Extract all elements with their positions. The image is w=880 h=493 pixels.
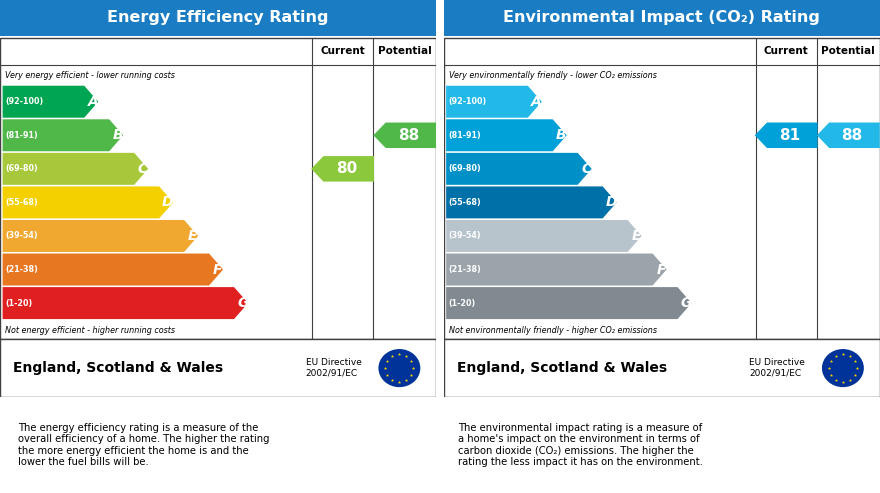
Text: D: D: [162, 195, 173, 210]
Polygon shape: [817, 123, 880, 148]
Text: (92-100): (92-100): [449, 97, 487, 106]
Text: Potential: Potential: [378, 46, 432, 56]
Polygon shape: [3, 86, 99, 118]
Polygon shape: [446, 86, 542, 118]
Bar: [444, 0, 880, 35]
Text: Energy Efficiency Rating: Energy Efficiency Rating: [107, 10, 329, 25]
Polygon shape: [3, 119, 123, 151]
Text: Very energy efficient - lower running costs: Very energy efficient - lower running co…: [5, 71, 175, 80]
Bar: [0, 339, 436, 397]
Text: Not environmentally friendly - higher CO₂ emissions: Not environmentally friendly - higher CO…: [449, 326, 656, 335]
Text: Current: Current: [320, 46, 365, 56]
Polygon shape: [446, 287, 692, 319]
Bar: [444, 339, 880, 397]
Text: (81-91): (81-91): [5, 131, 38, 140]
Text: EU Directive
2002/91/EC: EU Directive 2002/91/EC: [305, 358, 362, 378]
Text: E: E: [632, 229, 642, 243]
Polygon shape: [755, 123, 818, 148]
Text: (39-54): (39-54): [5, 232, 38, 241]
Polygon shape: [446, 220, 642, 252]
Text: The energy efficiency rating is a measure of the
overall efficiency of a home. T: The energy efficiency rating is a measur…: [18, 423, 269, 467]
Text: (69-80): (69-80): [449, 164, 481, 174]
Text: 81: 81: [780, 128, 801, 143]
Text: 88: 88: [398, 128, 419, 143]
Text: (1-20): (1-20): [5, 299, 33, 308]
Text: (55-68): (55-68): [449, 198, 481, 207]
Polygon shape: [446, 119, 567, 151]
Text: (21-38): (21-38): [449, 265, 481, 274]
Text: C: C: [138, 162, 148, 176]
Polygon shape: [446, 186, 617, 218]
Text: Not energy efficient - higher running costs: Not energy efficient - higher running co…: [5, 326, 175, 335]
Bar: [0, 0, 436, 35]
Polygon shape: [3, 186, 173, 218]
Text: (21-38): (21-38): [5, 265, 38, 274]
Text: The environmental impact rating is a measure of
a home's impact on the environme: The environmental impact rating is a mea…: [458, 423, 702, 467]
Polygon shape: [3, 287, 248, 319]
Text: F: F: [656, 263, 666, 277]
Text: E: E: [188, 229, 198, 243]
Polygon shape: [446, 253, 666, 285]
Text: B: B: [113, 128, 123, 142]
Circle shape: [378, 349, 421, 387]
Text: Very environmentally friendly - lower CO₂ emissions: Very environmentally friendly - lower CO…: [449, 71, 656, 80]
Text: B: B: [556, 128, 567, 142]
Polygon shape: [3, 220, 198, 252]
Circle shape: [822, 349, 864, 387]
Text: C: C: [582, 162, 591, 176]
Text: (1-20): (1-20): [449, 299, 476, 308]
Text: D: D: [605, 195, 617, 210]
Bar: [444, 37, 880, 339]
Polygon shape: [3, 153, 148, 185]
Text: England, Scotland & Wales: England, Scotland & Wales: [13, 361, 224, 375]
Text: Potential: Potential: [822, 46, 876, 56]
Polygon shape: [312, 156, 374, 181]
Text: 80: 80: [335, 161, 357, 176]
Text: 88: 88: [841, 128, 862, 143]
Text: (81-91): (81-91): [449, 131, 481, 140]
Text: A: A: [88, 95, 99, 109]
Text: EU Directive
2002/91/EC: EU Directive 2002/91/EC: [749, 358, 805, 378]
Bar: [0, 37, 436, 339]
Text: F: F: [213, 263, 223, 277]
Text: Current: Current: [764, 46, 809, 56]
Text: G: G: [680, 296, 692, 310]
Text: A: A: [532, 95, 542, 109]
Text: Environmental Impact (CO₂) Rating: Environmental Impact (CO₂) Rating: [503, 10, 820, 25]
Text: (55-68): (55-68): [5, 198, 38, 207]
Text: G: G: [237, 296, 248, 310]
Polygon shape: [373, 123, 436, 148]
Polygon shape: [446, 153, 591, 185]
Polygon shape: [3, 253, 223, 285]
Text: England, Scotland & Wales: England, Scotland & Wales: [457, 361, 667, 375]
Text: (39-54): (39-54): [449, 232, 481, 241]
Text: (92-100): (92-100): [5, 97, 43, 106]
Text: (69-80): (69-80): [5, 164, 38, 174]
